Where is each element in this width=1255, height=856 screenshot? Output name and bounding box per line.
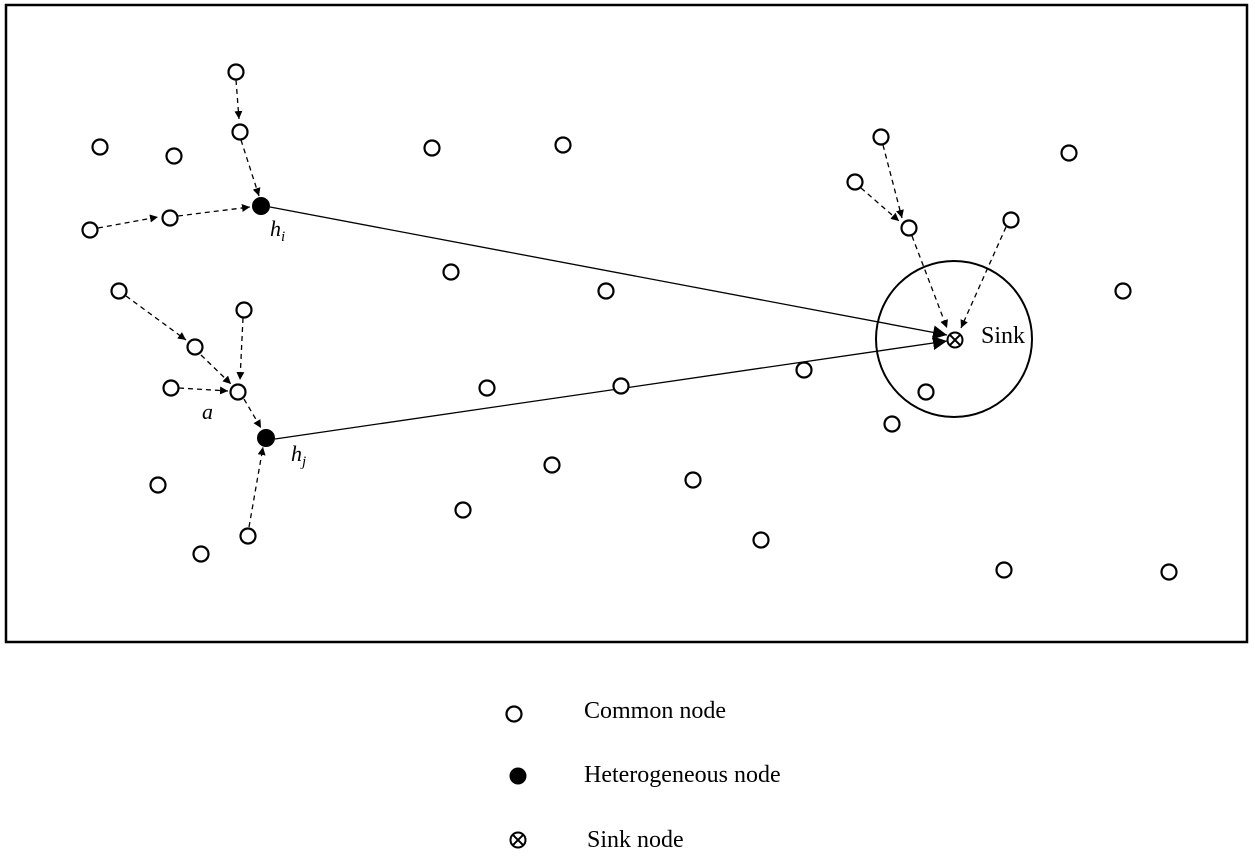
heterogeneous-node-hj [257,429,275,447]
common-node [81,221,99,239]
label-a: a [202,399,213,424]
dashed-link [178,386,229,395]
common-nodes [81,63,1178,581]
common-node [192,545,210,563]
common-node [597,282,615,300]
common-node [846,173,864,191]
common-node [1002,211,1020,229]
legend-heterogeneous-node-icon [509,767,527,785]
dashed-link [248,446,266,528]
link-hj-to-sink [274,336,948,440]
dashed-link [243,398,262,429]
dashed-link [234,79,243,120]
common-node [454,501,472,519]
common-node [554,136,572,154]
common-node [91,138,109,156]
common-node [684,471,702,489]
dashed-link [960,226,1007,329]
network-area-frame [4,3,1249,644]
common-node [165,147,183,165]
dashed-link [236,317,245,381]
common-node [161,209,179,227]
dashed-link [911,235,948,329]
dashed-link [125,295,187,341]
legend-common-node-icon [505,705,523,723]
sink-range-circle [875,260,1033,418]
common-node [149,476,167,494]
common-node [110,282,128,300]
common-node [162,379,180,397]
common-node [235,301,253,319]
common-node-a [229,383,247,401]
dashed-link [177,204,251,217]
label-hj: hj [291,441,306,470]
legend-sink-node-label: Sink node [587,827,684,853]
heterogeneous-node-hi [252,197,270,215]
common-node [239,527,257,545]
dashed-links [97,79,1007,528]
common-node [795,361,813,379]
common-node [995,561,1013,579]
label-hi: hi [270,216,285,245]
common-node [227,63,245,81]
dashed-link [240,139,261,197]
common-node [1160,563,1178,581]
common-node [1060,144,1078,162]
common-node [883,415,901,433]
common-node [423,139,441,157]
dashed-link [97,214,159,229]
heterogeneous-nodes [252,197,275,447]
heterogeneous-links [269,206,948,440]
dashed-link [200,354,232,385]
common-node [917,383,935,401]
common-node [752,531,770,549]
common-node [900,219,918,237]
common-node [543,456,561,474]
legend-heterogeneous-node-label: Heterogeneous node [584,762,781,788]
legend-common-node-label: Common node [584,698,726,724]
common-node [478,379,496,397]
link-hi-to-sink [269,206,948,340]
legend-sink-node-icon [509,831,527,849]
dashed-link [882,144,904,219]
common-node [872,128,890,146]
label-sink: Sink [981,323,1025,349]
legend: Common node Heterogeneous node Sink node [505,698,781,853]
common-node [612,377,630,395]
common-node [1114,282,1132,300]
common-node [442,263,460,281]
sink-node [946,331,964,349]
common-node [231,123,249,141]
common-node [186,338,204,356]
dashed-link [860,187,900,222]
